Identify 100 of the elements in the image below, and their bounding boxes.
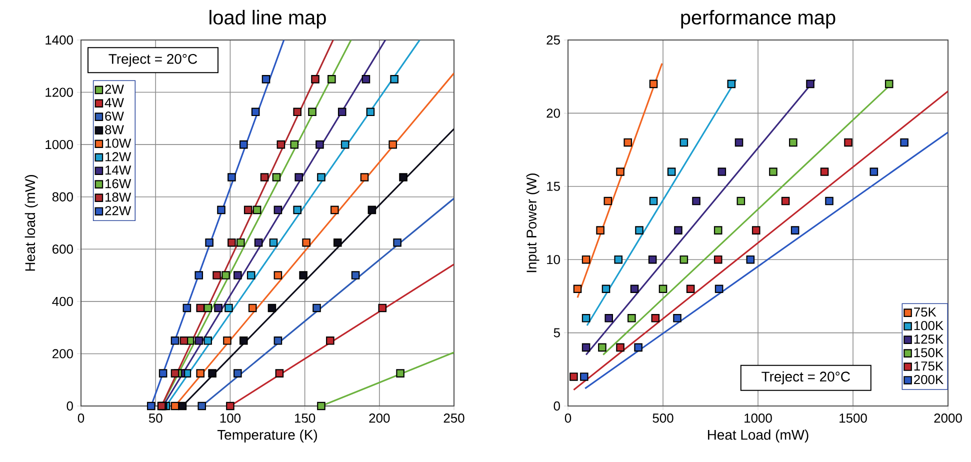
legend-label: 18W — [106, 192, 132, 202]
x-axis-title: Heat Load (mW) — [708, 430, 808, 443]
point — [170, 369, 180, 378]
legend-label: 150K — [914, 348, 944, 358]
point — [692, 196, 700, 206]
x-axis-title: Temperature (K) — [217, 430, 317, 443]
point — [604, 314, 614, 322]
point — [204, 336, 212, 345]
x-tick-label: 200 — [369, 414, 390, 423]
point — [781, 196, 790, 206]
point — [205, 238, 214, 247]
point — [714, 284, 724, 294]
point — [624, 138, 632, 147]
point — [290, 140, 299, 149]
point — [870, 168, 878, 176]
point — [294, 173, 303, 182]
point — [614, 255, 623, 264]
point — [251, 108, 260, 116]
point — [317, 402, 326, 410]
point — [228, 173, 236, 182]
point — [390, 75, 398, 84]
legend-label: 6W — [105, 112, 124, 121]
point — [649, 80, 658, 88]
point — [570, 372, 578, 381]
point — [736, 196, 746, 206]
point — [790, 226, 800, 234]
point — [274, 336, 282, 345]
point — [582, 314, 590, 322]
annotation: Treject = 20°C — [108, 54, 198, 67]
chart-title: performance map — [681, 10, 836, 29]
point — [630, 284, 639, 294]
point — [311, 75, 320, 84]
point — [196, 369, 205, 378]
point — [396, 369, 404, 378]
y-tick-label: 5 — [554, 328, 560, 338]
point — [734, 138, 744, 147]
point — [393, 238, 402, 247]
legend-label: 8W — [105, 125, 124, 134]
point — [330, 206, 339, 214]
x-tick-label: 2000 — [934, 414, 962, 423]
point — [146, 402, 156, 410]
point — [317, 173, 326, 182]
point — [276, 140, 286, 149]
x-tick-label: 100 — [220, 414, 241, 423]
point — [368, 206, 376, 214]
point — [244, 206, 252, 214]
point — [222, 271, 230, 280]
point — [573, 284, 582, 294]
point — [628, 314, 636, 322]
point — [170, 336, 180, 345]
point — [351, 271, 360, 280]
point — [254, 238, 263, 247]
point — [362, 75, 370, 84]
point — [208, 369, 216, 378]
x-tick-label: 0 — [78, 414, 84, 423]
point — [884, 80, 894, 88]
y-axis-title: Heat load (mW) — [24, 175, 38, 271]
legend-label: 12W — [106, 152, 132, 162]
point — [333, 238, 342, 247]
y-tick-label: 25 — [546, 35, 560, 45]
point — [217, 206, 226, 214]
point — [302, 238, 310, 247]
point — [649, 196, 658, 206]
point — [825, 196, 834, 206]
legend-label: 22W — [105, 206, 132, 216]
x-tick-label: 500 — [652, 414, 674, 423]
point — [667, 168, 676, 176]
point — [275, 369, 284, 378]
legend-label: 4W — [104, 98, 124, 108]
point — [378, 304, 387, 312]
y-tick-label: 1000 — [46, 140, 73, 150]
y-tick-label: 1400 — [46, 35, 73, 45]
point — [399, 173, 408, 182]
point — [686, 284, 695, 294]
x-tick-label: 1500 — [840, 414, 867, 423]
point — [598, 343, 606, 352]
point — [820, 168, 829, 176]
y-tick-label: 0 — [66, 401, 73, 411]
y-tick-label: 400 — [52, 296, 73, 306]
point — [223, 336, 232, 345]
point — [714, 255, 722, 264]
y-axis-title: Input Power (W) — [526, 173, 540, 272]
point — [316, 140, 324, 149]
point — [789, 138, 798, 147]
point — [634, 343, 642, 352]
point — [580, 372, 588, 381]
legend-label: 175K — [914, 362, 944, 371]
point — [752, 226, 760, 234]
point — [239, 140, 248, 149]
point — [658, 284, 668, 294]
point — [194, 271, 204, 280]
point — [582, 255, 590, 264]
point — [196, 304, 205, 312]
point — [680, 255, 688, 264]
point — [234, 271, 242, 280]
x-tick-label: 250 — [444, 414, 464, 423]
point — [582, 343, 590, 352]
y-tick-label: 1200 — [46, 88, 73, 97]
point — [214, 304, 222, 312]
point — [718, 168, 726, 176]
